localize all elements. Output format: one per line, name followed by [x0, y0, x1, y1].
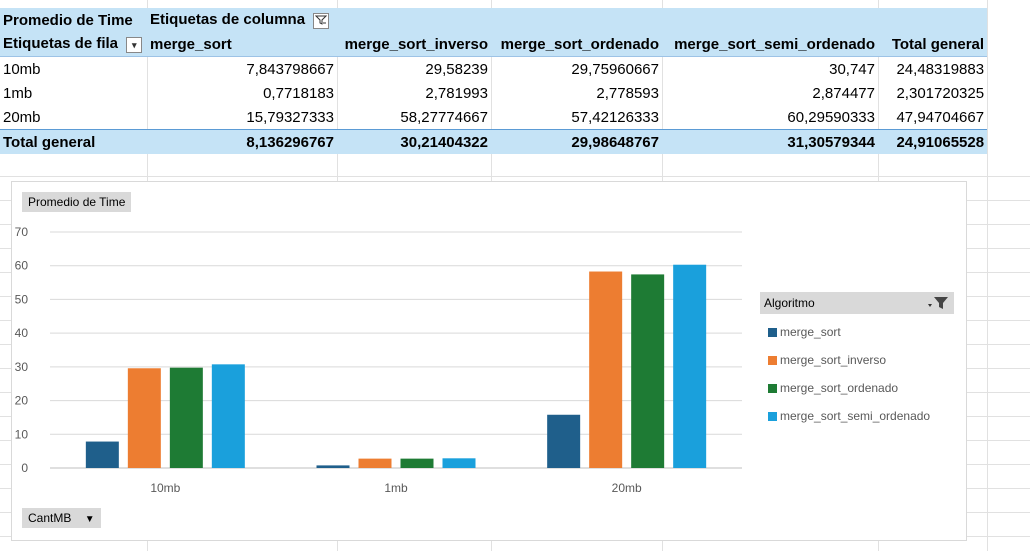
bar — [400, 458, 434, 468]
bar — [589, 271, 623, 468]
cell-value: 60,29590333 — [787, 108, 875, 126]
cell-value: 29,75960667 — [571, 60, 659, 78]
legend-field-label: Algoritmo — [764, 296, 815, 310]
cell-value: 2,301720325 — [896, 84, 985, 102]
total-value: 8,136296767 — [147, 129, 337, 154]
cell-value: 2,778593 — [596, 84, 659, 102]
x-tick-label: 1mb — [384, 481, 408, 495]
legend-item: merge_sort — [760, 322, 954, 350]
row-labels-header[interactable]: Etiquetas de fila ▾ — [0, 32, 147, 57]
y-tick-label: 40 — [15, 326, 29, 340]
legend-item: merge_sort_inverso — [760, 350, 954, 378]
table-row: 10mb 7,843798667 29,58239 29,75960667 30… — [0, 57, 987, 82]
chevron-down-icon: ▼ — [84, 514, 95, 525]
cell-value: 2,874477 — [812, 84, 875, 102]
legend-item: merge_sort_semi_ordenado — [760, 406, 954, 434]
cell-value: 29,58239 — [425, 60, 488, 78]
bar — [211, 364, 245, 468]
y-tick-label: 30 — [15, 360, 29, 374]
bar — [169, 367, 203, 468]
y-tick-label: 10 — [15, 427, 29, 441]
cell-value: 58,27774667 — [400, 108, 488, 126]
table-row: 20mb 15,79327333 58,27774667 57,42126333… — [0, 105, 987, 130]
legend-swatch — [768, 328, 777, 337]
bar — [442, 458, 476, 468]
chart-legend: Algoritmo merge_sort merge_sort_inverso me… — [760, 292, 954, 434]
bar — [673, 264, 707, 468]
total-value: 24,91065528 — [878, 129, 988, 154]
legend-label: merge_sort — [780, 325, 841, 339]
legend-label: merge_sort_ordenado — [780, 381, 899, 395]
value-field-button[interactable]: Promedio de Time — [22, 192, 132, 212]
total-value: 31,30579344 — [662, 129, 878, 154]
cell-value: 0,7718183 — [263, 84, 334, 102]
row-label: 1mb — [3, 84, 33, 102]
pivot-header-row-1: Promedio de Time Etiquetas de columna — [0, 8, 988, 32]
bar — [127, 368, 161, 468]
row-labels-dropdown-icon[interactable]: ▾ — [126, 36, 143, 53]
bar-chart-plot: 0 10 20 30 40 50 60 70 10mb 1mb 20mb — [15, 225, 742, 495]
bar — [358, 458, 392, 468]
axis-field-label: CantMB — [28, 511, 72, 525]
grand-total-row: Total general 8,136296767 30,21404322 29… — [0, 129, 988, 154]
x-tick-label: 10mb — [150, 481, 180, 495]
y-tick-label: 20 — [15, 394, 29, 408]
cell-value: 57,42126333 — [571, 108, 659, 126]
cell-value: 47,94704667 — [896, 108, 985, 126]
value-field-label[interactable]: Promedio de Time — [0, 8, 147, 32]
cell-value: 7,843798667 — [246, 60, 334, 78]
pivot-table: Promedio de Time Etiquetas de columna Et… — [0, 8, 988, 154]
total-value: 30,21404322 — [337, 129, 491, 154]
row-labels-text: Etiquetas de fila — [3, 35, 119, 53]
axis-field-button[interactable]: CantMB ▼ — [22, 508, 101, 528]
column-header: Total general — [878, 32, 988, 57]
row-label: 10mb — [3, 60, 41, 78]
row-label: 20mb — [3, 108, 41, 126]
column-header: merge_sort — [147, 32, 337, 57]
pivot-chart[interactable]: Promedio de Time 0 10 20 30 40 50 60 70 10mb 1mb 2… — [11, 181, 967, 541]
column-header: merge_sort_ordenado — [491, 32, 662, 57]
bar — [316, 465, 350, 468]
total-value: 29,98648767 — [491, 129, 662, 154]
legend-label: merge_sort_semi_ordenado — [780, 409, 931, 423]
legend-label: merge_sort_inverso — [780, 353, 887, 367]
legend-item: merge_sort_ordenado — [760, 378, 954, 406]
column-labels-header[interactable]: Etiquetas de columna — [147, 8, 988, 32]
legend-items: merge_sort merge_sort_inverso merge_sort_o… — [760, 314, 954, 434]
legend-swatch — [768, 356, 777, 365]
bar — [547, 414, 581, 468]
y-tick-label: 60 — [15, 259, 29, 273]
column-labels-text: Etiquetas de columna — [150, 11, 306, 29]
column-header: merge_sort_inverso — [337, 32, 491, 57]
column-header: merge_sort_semi_ordenado — [662, 32, 878, 57]
legend-swatch — [768, 412, 777, 421]
table-row: 1mb 0,7718183 2,781993 2,778593 2,874477… — [0, 81, 987, 105]
bar — [85, 441, 119, 468]
bar — [631, 274, 665, 468]
cell-value: 24,48319883 — [896, 60, 985, 78]
pivot-header-row-2: Etiquetas de fila ▾ merge_sort merge_sor… — [0, 32, 988, 57]
cell-value: 2,781993 — [425, 84, 488, 102]
x-tick-label: 20mb — [612, 481, 642, 495]
y-tick-label: 50 — [15, 292, 29, 306]
y-tick-label: 0 — [21, 461, 28, 475]
filter-dropdown-icon[interactable] — [926, 295, 950, 318]
cell-value: 30,747 — [829, 60, 875, 78]
column-filter-icon[interactable] — [313, 12, 330, 29]
cell-value: 15,79327333 — [246, 108, 334, 126]
row-label: Total general — [0, 129, 147, 154]
legend-field-button[interactable]: Algoritmo — [760, 292, 954, 314]
legend-swatch — [768, 384, 777, 393]
y-tick-label: 70 — [15, 225, 29, 239]
